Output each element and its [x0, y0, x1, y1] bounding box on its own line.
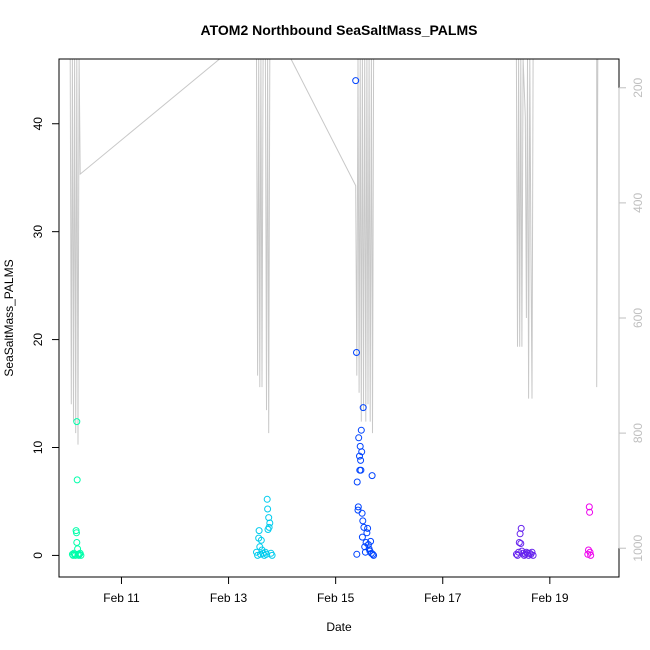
y-axis-right: 200 400 600 800 1000 — [618, 77, 645, 562]
x-tick-label: Feb 15 — [317, 591, 355, 605]
data-point — [512, 550, 520, 558]
data-point — [76, 550, 83, 558]
data-point — [515, 539, 523, 546]
data-point — [357, 426, 365, 434]
data-point — [528, 548, 536, 556]
data-point — [355, 434, 363, 442]
x-tick-label: Feb 19 — [531, 591, 569, 605]
y-right-tick-label: 200 — [631, 77, 645, 97]
data-point — [586, 548, 594, 556]
data-point — [77, 551, 85, 559]
data-point — [361, 543, 369, 551]
data-point — [529, 551, 537, 559]
data-point — [73, 529, 80, 537]
data-point — [357, 466, 365, 474]
data-point — [73, 418, 81, 426]
data-point — [359, 517, 367, 525]
y-axis-label: SeaSaltMass_PALMS — [2, 259, 16, 376]
data-point — [265, 523, 273, 531]
x-tick-label: Feb 13 — [210, 591, 248, 605]
data-point — [354, 503, 362, 511]
data-point — [370, 551, 378, 559]
data-point — [75, 551, 83, 559]
data-point — [356, 452, 363, 460]
secondary-series-line — [69, 59, 599, 445]
data-point — [352, 77, 360, 85]
data-point — [255, 527, 263, 535]
data-point — [268, 551, 276, 559]
y-tick-label: 10 — [31, 441, 45, 455]
data-point — [368, 472, 376, 480]
y-axis: 0 10 20 30 40 — [31, 117, 60, 559]
data-point — [266, 519, 274, 527]
x-axis-label: Date — [326, 620, 352, 634]
data-point — [587, 551, 595, 559]
data-point — [586, 508, 594, 516]
data-point — [358, 448, 366, 456]
x-tick-label: Feb 17 — [424, 591, 462, 605]
data-point — [515, 548, 523, 556]
data-point — [73, 476, 81, 484]
data-point — [363, 529, 371, 537]
data-point — [359, 404, 367, 412]
data-point — [367, 537, 375, 545]
data-point — [517, 524, 525, 532]
y-tick-label: 30 — [31, 225, 45, 239]
y-tick-label: 0 — [31, 552, 45, 559]
chart-title: ATOM2 Northbound SeaSaltMass_PALMS — [201, 22, 478, 38]
data-point — [264, 505, 272, 513]
data-point — [585, 503, 593, 511]
data-point — [353, 550, 361, 558]
series-group — [253, 495, 276, 559]
points-layer — [68, 77, 595, 559]
data-point — [367, 549, 375, 557]
data-point — [353, 478, 361, 486]
data-point — [517, 540, 525, 547]
y-right-tick-label: 800 — [631, 423, 645, 443]
y-tick-label: 20 — [31, 333, 45, 347]
x-axis: Feb 11 Feb 13 Feb 15 Feb 17 Feb 19 — [103, 576, 569, 605]
data-point — [360, 523, 368, 531]
series-group — [512, 524, 537, 559]
series-group — [584, 503, 595, 559]
series-group — [68, 418, 85, 559]
data-point — [362, 539, 370, 546]
y-tick-label: 40 — [31, 117, 45, 131]
data-point — [263, 495, 271, 503]
data-point — [364, 524, 372, 532]
secondary-line-layer — [69, 59, 599, 445]
data-point — [357, 456, 365, 464]
y-right-tick-label: 400 — [631, 193, 645, 213]
y-right-tick-label: 1000 — [631, 535, 645, 562]
data-point — [358, 509, 366, 517]
data-point — [353, 349, 360, 356]
x-tick-label: Feb 11 — [103, 591, 140, 605]
data-point — [369, 550, 377, 558]
series-group — [352, 77, 378, 559]
data-point — [358, 533, 366, 541]
data-point — [257, 536, 265, 544]
y-right-tick-label: 600 — [631, 308, 645, 328]
